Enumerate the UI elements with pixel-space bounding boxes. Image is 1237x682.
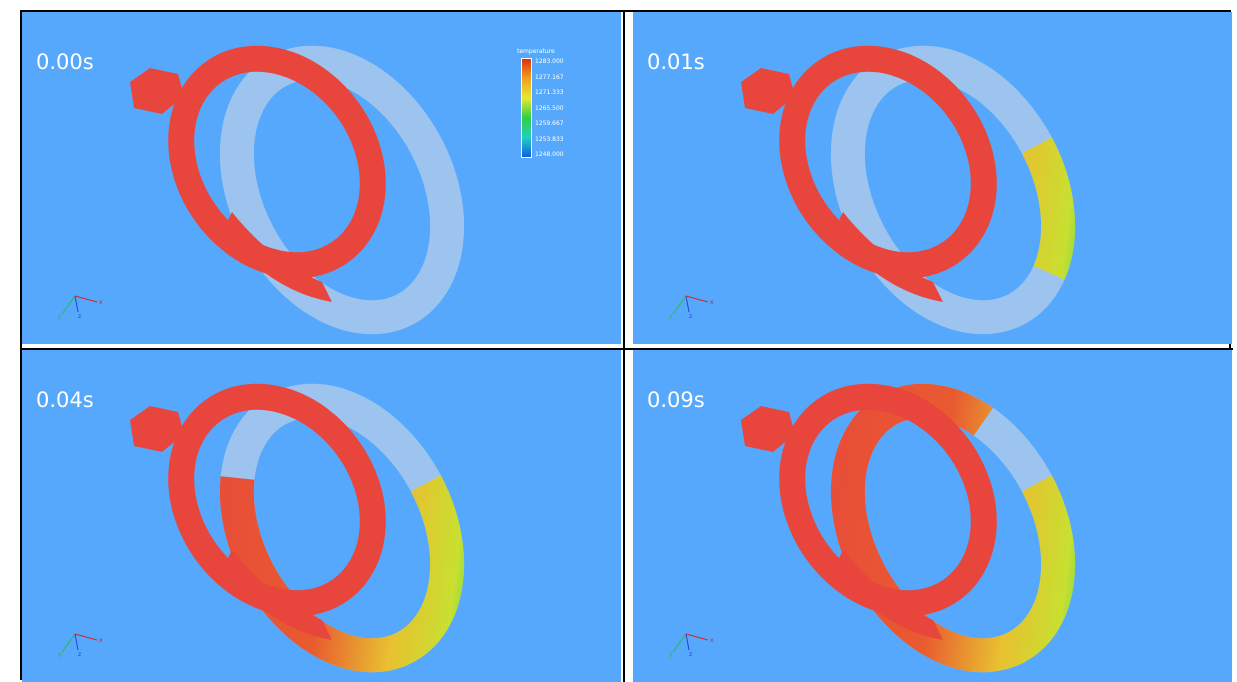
color-bar	[521, 58, 532, 158]
time-label: 0.00s	[36, 50, 94, 74]
axis	[686, 296, 689, 312]
axis	[75, 296, 78, 312]
legend-label: 1265.500	[535, 105, 564, 112]
axis	[62, 634, 75, 652]
axis	[686, 296, 708, 302]
axis-label: z	[689, 313, 692, 320]
render: x y z	[633, 350, 1232, 682]
axis-label: z	[78, 313, 81, 320]
axis-label: x	[99, 299, 103, 306]
legend-label: 1283.000	[535, 58, 564, 65]
legend-label: 1277.167	[535, 74, 564, 81]
render: x y z	[22, 350, 621, 682]
legend-label: 1271.333	[535, 89, 564, 96]
panel: x y z 0.04s	[22, 350, 621, 682]
legend-label: 1253.833	[535, 136, 564, 143]
divider	[623, 12, 625, 682]
axis-label: y	[669, 313, 673, 320]
axis	[673, 634, 686, 652]
legend-title: temperature	[517, 48, 587, 55]
legend-label: 1248.000	[535, 151, 564, 158]
axis-label: z	[78, 651, 81, 658]
axis	[62, 296, 75, 314]
axis-label: y	[58, 651, 62, 658]
axis	[75, 634, 97, 640]
legend-label: 1259.667	[535, 120, 564, 127]
time-label: 0.04s	[36, 388, 94, 412]
panel: x y z 0.09s	[633, 350, 1232, 682]
axis-label: x	[710, 637, 714, 644]
axis	[673, 296, 686, 314]
axis-label: y	[58, 313, 62, 320]
axis-label: x	[710, 299, 714, 306]
divider	[22, 348, 1233, 350]
axis	[686, 634, 689, 650]
axis-label: y	[669, 651, 673, 658]
axis	[75, 296, 97, 302]
axis-label: x	[99, 637, 103, 644]
page: xyz0.00s temperature 1283.0001277.167127…	[0, 0, 1237, 680]
render: x y z	[633, 12, 1232, 344]
axis	[75, 634, 78, 650]
time-label: 0.01s	[647, 50, 705, 74]
panel: x y z 0.01s	[633, 12, 1232, 344]
time-label: 0.09s	[647, 388, 705, 412]
axis	[686, 634, 708, 640]
axis-label: z	[689, 651, 692, 658]
